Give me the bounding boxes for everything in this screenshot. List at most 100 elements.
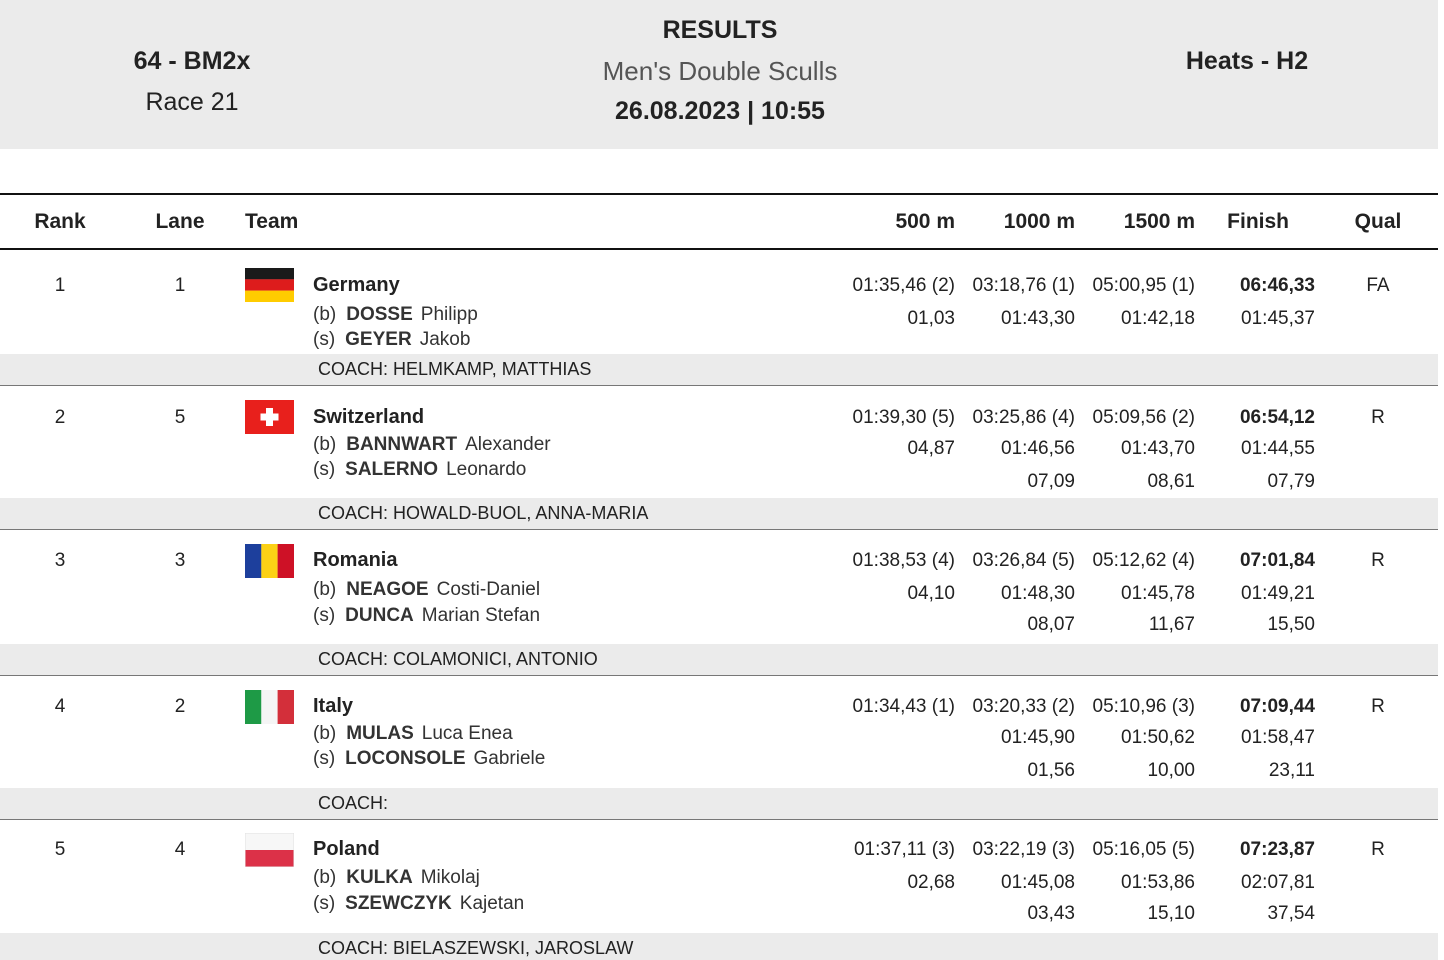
crew-member: (b) MULAS Luca Enea [313,723,513,744]
time-500m: 01:34,43 (1) [852,696,955,717]
time-500m: 01:35,46 (2) [852,275,955,296]
column-team: Team [245,210,299,233]
crew-member: (b) KULKA Mikolaj [313,867,480,888]
team-name: Poland [313,838,380,860]
crew-member: (s) GEYER Jakob [313,329,471,350]
split-finish: 01:44,55 [1241,438,1315,459]
time-1000m: 03:18,76 (1) [972,275,1075,296]
diff-1500m: 10,00 [1147,760,1195,781]
table-row: 1 1 Germany (b) DOSSE Philipp (s) GEYER Jako… [0,252,1438,386]
diff-1000m: 08,07 [1027,614,1075,635]
time-1000m: 03:20,33 (2) [972,696,1075,717]
diff-1500m: 15,10 [1147,903,1195,924]
rank-value: 2 [54,407,66,428]
column-rank: Rank [34,210,86,233]
coach-name: COACH: COLAMONICI, ANTONIO [318,649,598,669]
lane-value: 1 [174,275,186,296]
coach-bar: COACH: [0,788,1438,820]
split-500m: 01,03 [907,308,955,329]
split-1500m: 01:53,86 [1121,872,1195,893]
race-datetime: 26.08.2023 | 10:55 [615,97,825,125]
time-1000m: 03:26,84 (5) [972,550,1075,571]
column-finish: Finish [1227,210,1289,233]
race-phase: Heats - H2 [1185,47,1309,75]
switzerland-flag-icon [245,400,294,434]
column-1000m: 1000 m [1003,210,1075,233]
coach-name: COACH: HOWALD-BUOL, ANNA-MARIA [318,503,649,523]
time-500m: 01:37,11 (3) [853,839,955,860]
diff-finish: 23,11 [1268,760,1315,781]
finish-time: 07:01,84 [1239,550,1315,571]
column-lane: Lane [155,210,205,233]
split-finish: 01:49,21 [1241,583,1315,604]
team-name: Romania [313,549,398,571]
split-finish: 01:45,37 [1241,308,1315,329]
coach-name: COACH: HELMKAMP, MATTHIAS [318,359,592,379]
split-1000m: 01:45,90 [1001,727,1075,748]
germany-flag-icon [245,268,294,302]
rank-value: 1 [54,275,66,296]
split-500m: 04,87 [907,438,955,459]
results-header: 64 - BM2x Race 21 RESULTS Men's Double S… [0,0,1438,149]
split-finish: 02:07,81 [1241,872,1315,893]
crew-member: (b) BANNWART Alexander [313,434,551,455]
split-1000m: 01:46,56 [1001,438,1075,459]
diff-1000m: 07,09 [1027,471,1075,492]
column-header-row: Rank Lane Team 500 m 1000 m 1500 m Finis… [0,193,1438,250]
qual-status: R [1371,550,1385,571]
coach-bar: COACH: HOWALD-BUOL, ANNA-MARIA [0,498,1438,530]
table-row: 4 2 Italy (b) MULAS Luca Enea (s) LOCONSOLE… [0,676,1438,820]
finish-time: 07:23,87 [1239,839,1315,860]
time-500m: 01:39,30 (5) [852,407,955,428]
diff-1500m: 11,67 [1148,614,1195,635]
column-qual: Qual [1354,210,1402,233]
time-1500m: 05:09,56 (2) [1092,407,1195,428]
column-1500m: 1500 m [1123,210,1195,233]
finish-time: 07:09,44 [1239,696,1315,717]
table-row: 3 3 Romania (b) NEAGOE Costi-Daniel (s) DUN… [0,530,1438,676]
race-number: Race 21 [145,88,239,116]
split-1500m: 01:42,18 [1121,308,1195,329]
event-name: Men's Double Sculls [602,56,838,86]
diff-1500m: 08,61 [1147,471,1195,492]
time-1500m: 05:16,05 (5) [1092,839,1195,860]
rank-value: 3 [54,550,66,571]
time-1500m: 05:00,95 (1) [1092,275,1195,296]
poland-flag-icon [245,833,294,867]
qual-status: FA [1366,275,1390,296]
crew-member: (b) DOSSE Philipp [313,304,478,325]
crew-member: (s) SZEWCZYK Kajetan [313,893,525,914]
diff-finish: 37,54 [1267,903,1315,924]
page-title: RESULTS [662,16,778,44]
split-1000m: 01:48,30 [1001,583,1075,604]
diff-1000m: 03,43 [1027,903,1075,924]
lane-value: 3 [174,550,186,571]
team-name: Italy [313,695,354,717]
coach-bar: COACH: COLAMONICI, ANTONIO [0,644,1438,676]
coach-name: COACH: [318,793,389,813]
lane-value: 2 [174,696,186,717]
split-1500m: 01:45,78 [1121,583,1195,604]
split-1500m: 01:43,70 [1121,438,1195,459]
split-1500m: 01:50,62 [1121,727,1195,748]
time-1000m: 03:22,19 (3) [972,839,1075,860]
team-name: Switzerland [313,406,425,428]
split-500m: 04,10 [907,583,955,604]
qual-status: R [1371,839,1385,860]
split-1000m: 01:45,08 [1001,872,1075,893]
table-row: 5 4 Poland (b) KULKA Mikolaj (s) SZEWCZYK Ka… [0,819,1438,960]
coach-bar: COACH: BIELASZEWSKI, JAROSLAW [0,933,1438,960]
coach-bar: COACH: HELMKAMP, MATTHIAS [0,354,1438,386]
split-finish: 01:58,47 [1241,727,1315,748]
time-1500m: 05:12,62 (4) [1092,550,1195,571]
time-1000m: 03:25,86 (4) [972,407,1075,428]
crew-member: (s) LOCONSOLE Gabriele [313,748,546,769]
qual-status: R [1371,696,1385,717]
split-500m: 02,68 [907,872,955,893]
crew-member: (s) DUNCA Marian Stefan [313,605,541,626]
column-500m: 500 m [895,210,955,233]
time-1500m: 05:10,96 (3) [1092,696,1195,717]
qual-status: R [1371,407,1385,428]
team-name: Germany [313,274,400,296]
crew-member: (b) NEAGOE Costi-Daniel [313,579,541,600]
